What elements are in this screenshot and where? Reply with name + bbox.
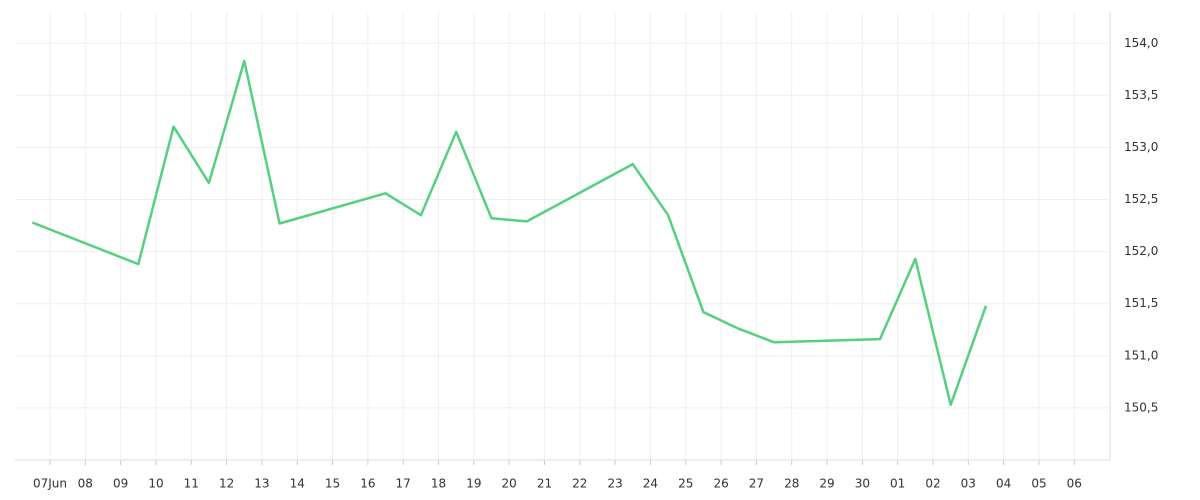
x-tick-label: 11: [184, 477, 199, 491]
y-tick-label: 150,5: [1124, 400, 1158, 414]
x-tick-label: 21: [537, 477, 552, 491]
x-tick-label: 10: [148, 477, 163, 491]
y-tick-label: 152,5: [1124, 192, 1158, 206]
x-tick-label: 19: [466, 477, 481, 491]
y-tick-label: 153,5: [1124, 88, 1158, 102]
y-tick-label: 153,0: [1124, 140, 1158, 154]
x-tick-label: 25: [678, 477, 693, 491]
y-tick-label: 152,0: [1124, 244, 1158, 258]
x-tick-label: 04: [996, 477, 1011, 491]
x-tick-label: 08: [78, 477, 93, 491]
x-tick-label: 29: [819, 477, 834, 491]
y-tick-label: 154,0: [1124, 36, 1158, 50]
x-tick-label: 14: [290, 477, 305, 491]
x-tick-label: 12: [219, 477, 234, 491]
x-tick-label: 05: [1031, 477, 1046, 491]
x-tick-label: 22: [572, 477, 587, 491]
y-tick-label: 151,5: [1124, 296, 1158, 310]
x-tick-label: 28: [784, 477, 799, 491]
x-tick-label: 23: [607, 477, 622, 491]
x-tick-label: 03: [961, 477, 976, 491]
x-tick-label: 20: [502, 477, 517, 491]
line-series: [31, 59, 988, 407]
x-tick-label: 13: [254, 477, 269, 491]
x-tick-label: 16: [360, 477, 375, 491]
x-tick-label: 18: [431, 477, 446, 491]
x-tick-label: 07Jun: [33, 477, 67, 491]
x-tick-label: 06: [1067, 477, 1082, 491]
x-tick-label: 30: [855, 477, 870, 491]
x-tick-label: 24: [643, 477, 658, 491]
x-tick-label: 01: [890, 477, 905, 491]
x-tick-label: 15: [325, 477, 340, 491]
x-tick-label: 09: [113, 477, 128, 491]
x-tick-label: 02: [925, 477, 940, 491]
x-tick-label: 17: [396, 477, 411, 491]
x-tick-label: 27: [749, 477, 764, 491]
y-tick-label: 151,0: [1124, 348, 1158, 362]
x-tick-label: 26: [713, 477, 728, 491]
